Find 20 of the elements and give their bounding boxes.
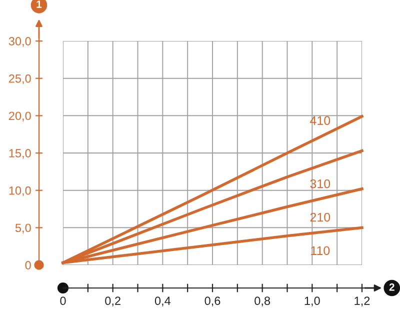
- series-label: 110: [311, 246, 330, 256]
- y-tick-label: 5,0: [15, 224, 31, 234]
- y-tick-label: 15,0: [9, 149, 31, 159]
- x-tick-label: 0,6: [204, 296, 220, 306]
- x-tick-label: 0,8: [254, 296, 270, 306]
- x-tick-label: 0: [60, 296, 66, 306]
- y-tick-label: 0: [25, 261, 31, 270]
- series-label: 310: [310, 179, 330, 188]
- series-label: 210: [310, 212, 330, 222]
- series-label: 410: [310, 116, 330, 125]
- x-tick-label: 0,4: [154, 296, 171, 306]
- y-tick-label: 20,0: [8, 112, 31, 122]
- x-tick-label: 1,2: [354, 296, 370, 306]
- y-tick-label: 30,0: [8, 37, 31, 47]
- x-tick-label: 0,2: [105, 296, 120, 306]
- x-axis-title: 2: [389, 283, 394, 291]
- y-axis-title: 1: [36, 0, 42, 8]
- x-tick-label: 1,0: [304, 296, 320, 306]
- y-tick-label: 25,0: [8, 74, 31, 84]
- y-tick-label: 10,0: [9, 186, 31, 196]
